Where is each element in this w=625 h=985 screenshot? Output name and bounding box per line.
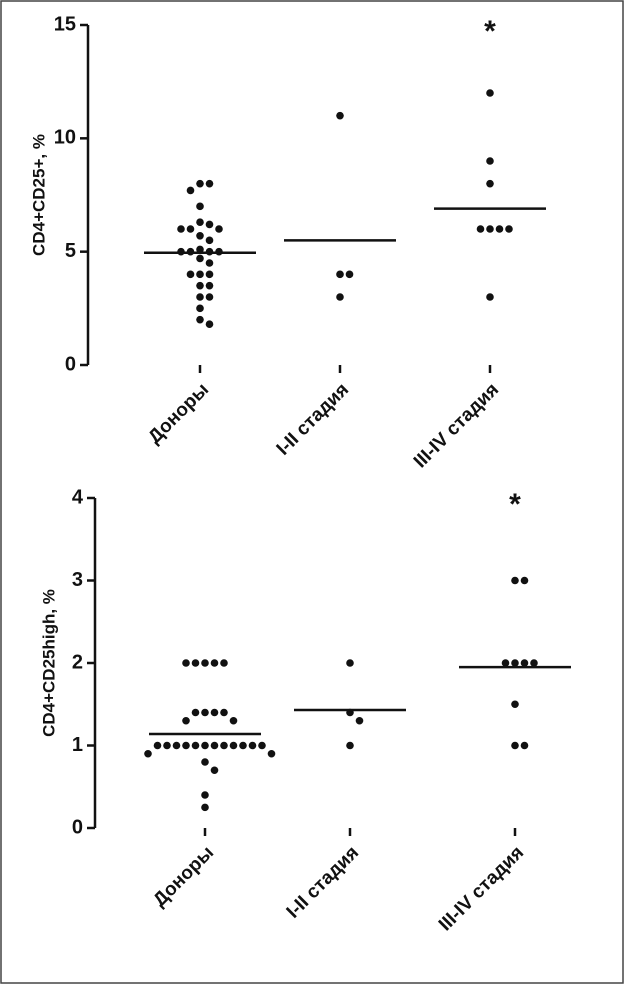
y-tick-label: 1 <box>72 734 83 756</box>
data-point <box>495 225 504 233</box>
data-point <box>239 741 247 750</box>
data-point <box>248 741 257 750</box>
x-tick-label: I-II стадия <box>283 842 363 922</box>
x-tick-label: III-IV стадия <box>410 379 503 472</box>
data-point <box>486 179 494 188</box>
data-point <box>182 716 190 725</box>
data-point <box>196 218 204 226</box>
data-point <box>486 293 494 301</box>
y-tick-label: 15 <box>54 13 76 35</box>
data-point <box>336 270 344 279</box>
data-point <box>210 659 219 667</box>
data-point <box>201 659 209 667</box>
data-point <box>520 576 529 585</box>
data-point <box>201 708 209 717</box>
data-point <box>205 281 214 290</box>
x-tick-label: Доноры <box>149 842 218 911</box>
y-tick-label: 5 <box>65 240 76 262</box>
data-point <box>220 708 228 717</box>
data-point <box>520 741 529 750</box>
data-point <box>511 576 519 585</box>
y-axis-label: CD4+CD25+, % <box>29 134 48 256</box>
data-point <box>196 202 204 211</box>
x-tick-label: III-IV стадия <box>435 842 528 935</box>
data-point <box>186 186 195 195</box>
data-point <box>267 749 276 758</box>
data-point <box>486 89 494 97</box>
data-point <box>205 259 214 267</box>
data-point <box>205 179 214 188</box>
data-point <box>201 803 209 812</box>
data-point <box>355 716 364 725</box>
x-tick-label: Доноры <box>144 379 213 448</box>
data-point <box>205 293 214 301</box>
data-point <box>177 225 185 233</box>
y-tick-label: 3 <box>72 569 83 591</box>
data-point <box>182 659 190 667</box>
data-point <box>201 791 209 799</box>
data-point <box>511 741 519 750</box>
data-point <box>476 225 485 233</box>
data-point <box>205 270 214 279</box>
data-point <box>220 741 228 750</box>
data-point <box>336 111 344 120</box>
data-point <box>346 741 354 750</box>
y-tick-label: 4 <box>72 486 84 508</box>
data-point <box>153 741 162 750</box>
data-point <box>144 749 152 758</box>
data-point <box>346 659 354 667</box>
data-point <box>196 179 204 188</box>
data-point <box>196 254 204 263</box>
data-point <box>229 741 238 750</box>
data-point <box>486 225 494 233</box>
data-point <box>215 225 223 233</box>
data-point <box>258 741 266 750</box>
data-point <box>196 245 204 254</box>
data-point <box>191 708 200 717</box>
y-tick-label: 0 <box>65 353 76 375</box>
data-point <box>486 157 494 165</box>
data-point <box>186 270 195 279</box>
y-tick-label: 0 <box>72 816 83 838</box>
data-point <box>163 741 171 750</box>
data-point <box>196 304 204 313</box>
data-point <box>196 270 204 279</box>
data-point <box>201 741 209 750</box>
data-point <box>196 232 204 240</box>
data-point <box>345 270 354 279</box>
annotation: * <box>509 488 521 521</box>
data-point <box>511 700 519 709</box>
data-point <box>336 293 344 301</box>
annotation: * <box>484 15 496 48</box>
data-point <box>196 315 204 324</box>
data-point <box>191 659 200 667</box>
data-point <box>530 659 538 667</box>
data-point <box>191 741 200 750</box>
data-point <box>511 659 519 667</box>
data-point <box>210 766 219 775</box>
data-point <box>210 708 219 717</box>
data-point <box>205 220 214 229</box>
data-point <box>196 293 204 301</box>
y-axis-label: CD4+CD25high, % <box>39 589 58 737</box>
data-point <box>210 741 219 750</box>
data-point <box>201 758 209 766</box>
data-point <box>505 225 513 233</box>
data-point <box>205 236 214 245</box>
data-point <box>182 741 190 750</box>
data-point <box>172 741 181 750</box>
data-point <box>205 320 214 329</box>
data-point <box>520 659 529 667</box>
data-point <box>229 716 238 725</box>
data-point <box>220 659 228 667</box>
y-tick-label: 2 <box>72 651 83 673</box>
y-tick-label: 10 <box>54 127 76 149</box>
x-tick-label: I-II стадия <box>273 379 353 459</box>
data-point <box>186 225 195 233</box>
data-point <box>196 281 204 290</box>
data-point <box>501 659 510 667</box>
